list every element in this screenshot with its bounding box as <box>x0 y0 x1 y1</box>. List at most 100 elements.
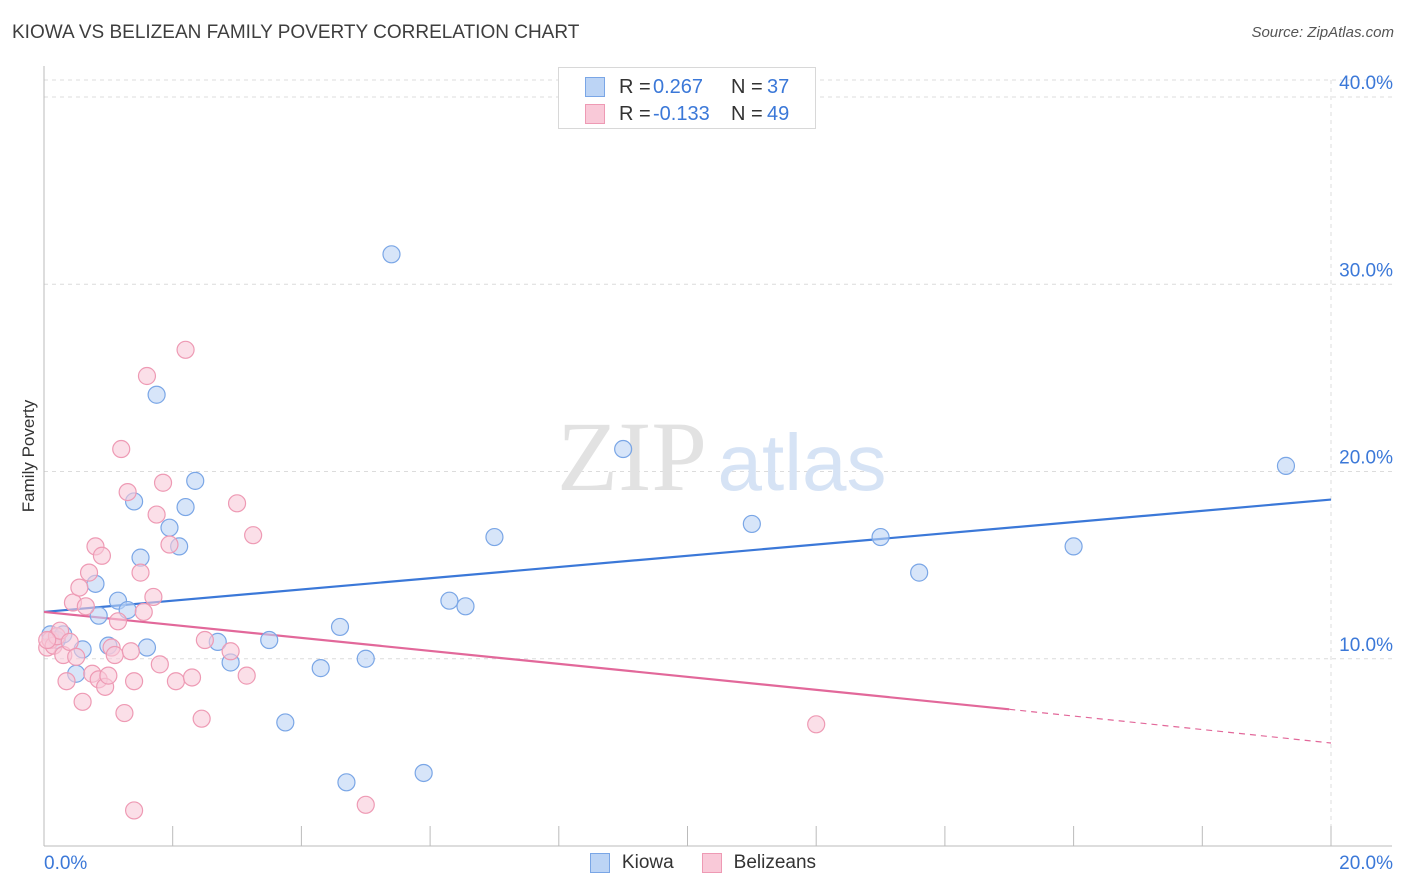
point-belizeans <box>92 546 112 565</box>
legend-r-value: 0.267 <box>653 75 704 98</box>
point-kiowa <box>311 659 330 678</box>
point-kiowa <box>260 630 279 650</box>
point-belizeans <box>124 801 144 820</box>
point-belizeans <box>807 715 826 734</box>
tick-labels: 10.0% 20.0% 30.0% 40.0% 0.0% 20.0% <box>44 73 1393 874</box>
point-kiowa <box>1064 537 1083 556</box>
point-belizeans <box>60 632 79 651</box>
x-tick-label: 20.0% <box>1339 853 1393 874</box>
point-belizeans <box>195 630 214 650</box>
point-belizeans <box>79 563 99 582</box>
point-kiowa <box>440 591 459 610</box>
point-kiowa <box>330 617 350 637</box>
data-points <box>38 245 1296 820</box>
legend-n-label: N = <box>731 75 763 98</box>
legend-r-label: R = <box>619 102 651 125</box>
point-kiowa <box>871 527 890 547</box>
legend-row-kiowa: R = 0.267 N = 37 <box>585 75 789 99</box>
point-kiowa <box>176 497 195 517</box>
y-tick-label: 20.0% <box>1339 448 1393 469</box>
point-belizeans <box>115 703 134 723</box>
point-kiowa <box>485 527 504 547</box>
trend-line-kiowa <box>43 498 1332 614</box>
trend-line-dashed-belizeans <box>1009 708 1332 744</box>
point-kiowa <box>276 713 295 732</box>
point-belizeans <box>237 666 256 685</box>
point-kiowa <box>742 514 761 534</box>
point-belizeans <box>150 655 169 674</box>
point-belizeans <box>124 672 144 691</box>
trend-line-belizeans <box>43 610 1010 711</box>
point-belizeans <box>144 587 163 607</box>
series-legend: Kiowa Belizeans <box>0 852 1406 874</box>
legend-swatch-belizeans <box>701 853 722 873</box>
legend-r-label: R = <box>619 75 651 98</box>
point-belizeans <box>112 439 131 459</box>
point-belizeans <box>244 526 263 545</box>
stats-legend: R = 0.267 N = 37 R = -0.133 N = 49 <box>558 67 816 129</box>
legend-row-belizeans: R = -0.133 N = 49 <box>585 102 789 126</box>
point-belizeans <box>38 630 57 650</box>
point-belizeans <box>221 642 240 661</box>
point-kiowa <box>910 563 929 582</box>
legend-swatch-kiowa <box>589 853 610 873</box>
legend-swatch-belizeans <box>585 104 605 124</box>
point-belizeans <box>118 482 137 502</box>
point-belizeans <box>227 494 247 513</box>
point-belizeans <box>137 366 157 386</box>
point-belizeans <box>176 340 195 359</box>
y-tick-label: 40.0% <box>1339 73 1393 94</box>
point-kiowa <box>137 638 157 657</box>
point-kiowa <box>382 245 401 264</box>
source-label: Source: ZipAtlas.com <box>1251 24 1394 41</box>
point-belizeans <box>108 612 128 631</box>
point-belizeans <box>356 795 375 814</box>
point-belizeans <box>121 642 140 661</box>
point-belizeans <box>182 668 202 687</box>
y-axis-label: Family Poverty <box>19 399 38 512</box>
watermark-zip: ZIP <box>557 401 707 512</box>
legend-n-value: 37 <box>767 75 790 98</box>
legend-swatch-kiowa <box>585 77 605 97</box>
point-belizeans <box>73 692 92 711</box>
point-belizeans <box>105 645 124 665</box>
axes <box>43 66 1392 847</box>
point-kiowa <box>356 649 375 668</box>
legend-item-kiowa[interactable]: Kiowa <box>589 852 674 874</box>
legend-label-belizeans: Belizeans <box>733 852 817 873</box>
chart-title: KIOWA VS BELIZEAN FAMILY POVERTY CORRELA… <box>12 22 580 43</box>
point-belizeans <box>131 563 150 582</box>
point-belizeans <box>192 709 211 728</box>
y-tick-label: 30.0% <box>1339 260 1393 281</box>
point-kiowa <box>160 518 179 537</box>
point-kiowa <box>186 471 205 490</box>
point-kiowa <box>1276 456 1296 475</box>
legend-r-value: -0.133 <box>653 102 710 125</box>
watermark: ZIP atlas <box>557 401 886 512</box>
point-belizeans <box>99 666 118 685</box>
legend-n-label: N = <box>731 102 763 125</box>
point-belizeans <box>70 578 89 597</box>
point-kiowa <box>147 385 166 404</box>
legend-label-kiowa: Kiowa <box>621 852 674 873</box>
point-kiowa <box>614 439 633 459</box>
legend-item-belizeans[interactable]: Belizeans <box>701 852 817 874</box>
point-belizeans <box>153 473 173 492</box>
point-belizeans <box>76 597 95 616</box>
point-belizeans <box>166 672 186 691</box>
point-belizeans <box>160 535 179 554</box>
trend-lines <box>43 498 1332 744</box>
point-belizeans <box>67 647 86 666</box>
point-kiowa <box>456 597 475 616</box>
legend-n-value: 49 <box>767 102 790 125</box>
x-tick-label: 0.0% <box>44 853 87 874</box>
point-belizeans <box>147 505 166 524</box>
point-kiowa <box>414 763 433 783</box>
point-kiowa <box>337 773 356 792</box>
point-belizeans <box>57 672 76 691</box>
point-kiowa <box>89 606 108 625</box>
watermark-atlas: atlas <box>718 418 887 507</box>
y-tick-label: 10.0% <box>1339 635 1393 656</box>
point-belizeans <box>134 602 153 622</box>
